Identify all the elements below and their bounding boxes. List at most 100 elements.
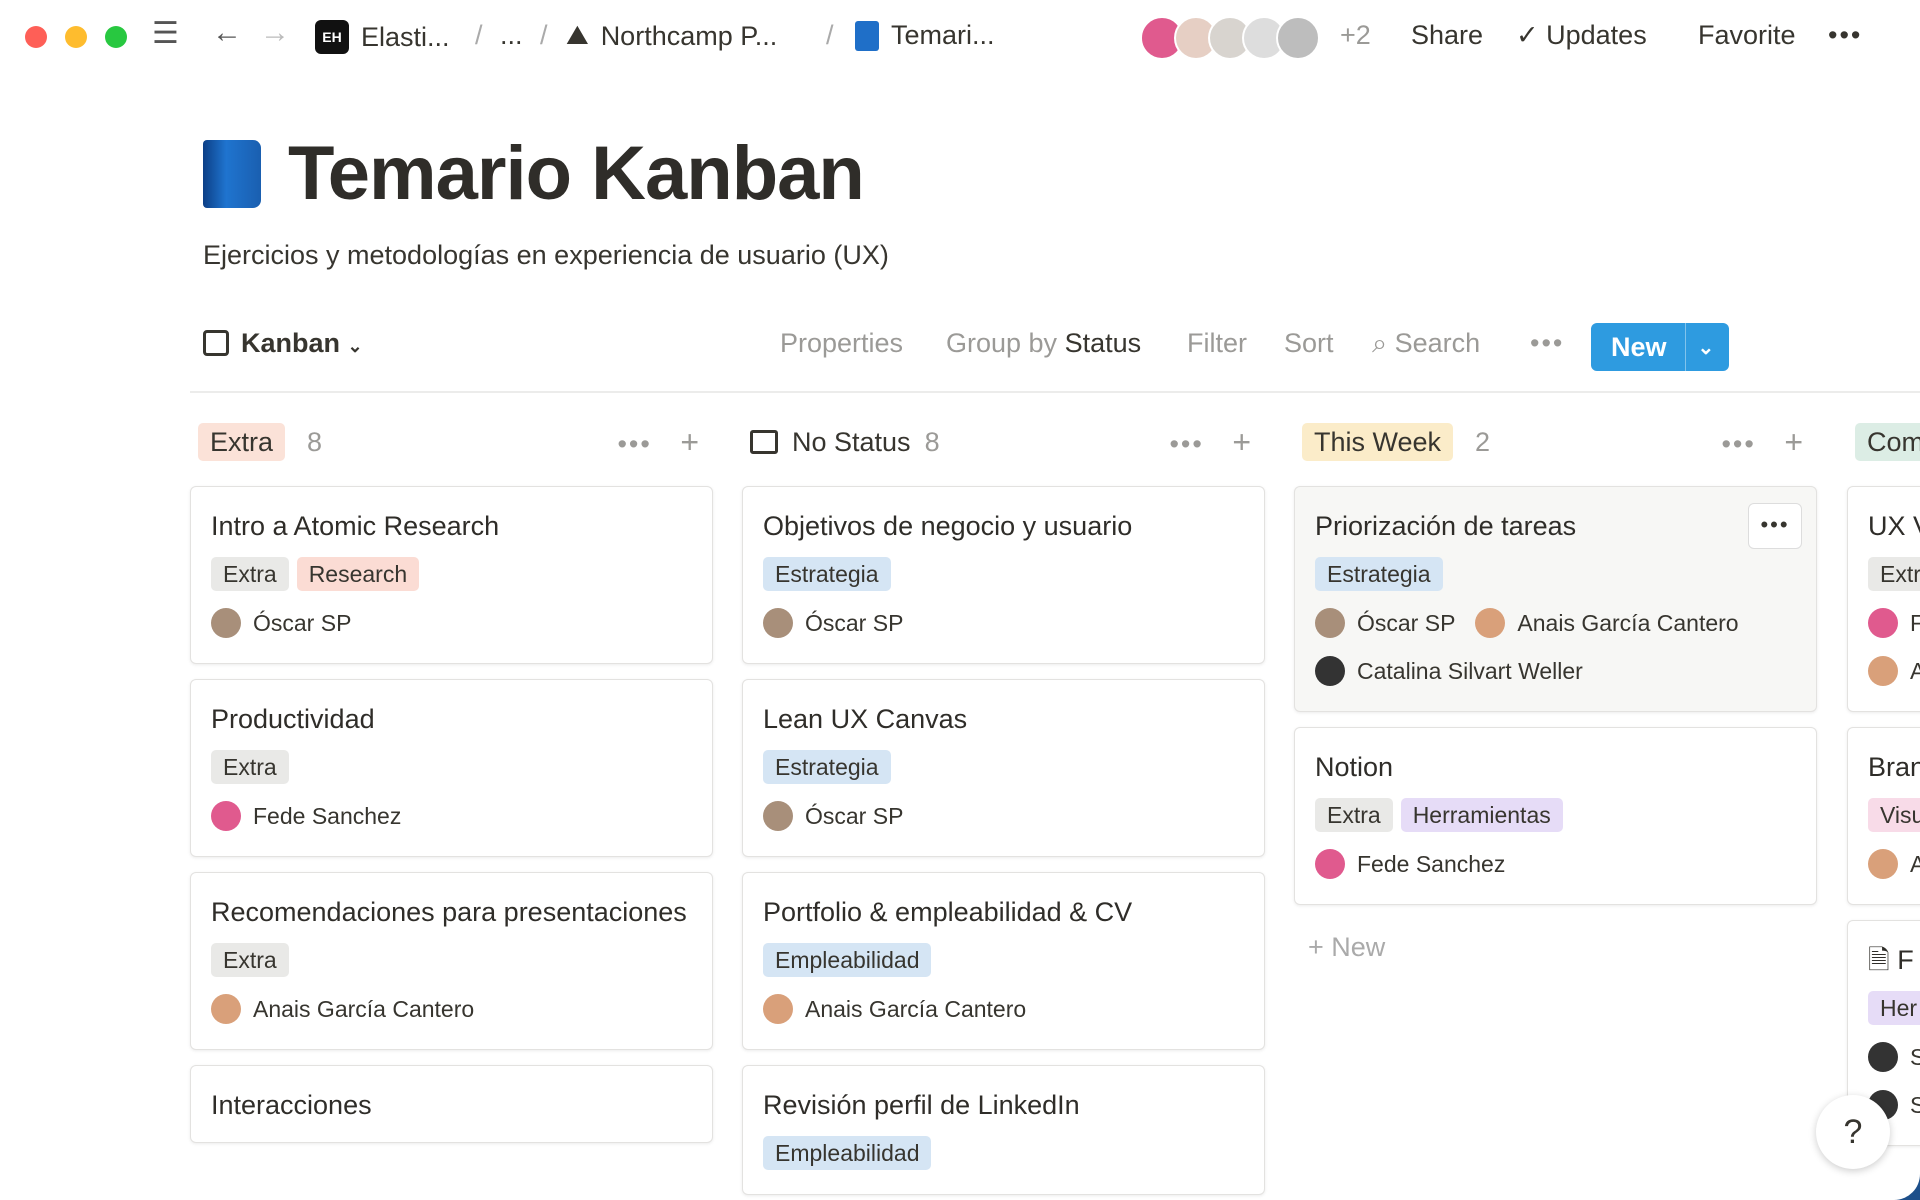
- people-row: Óscar SP Anais García Cantero: [1315, 599, 1796, 647]
- breadcrumb-workspace[interactable]: EH Elasti...: [315, 20, 450, 54]
- card-title-text: Interacciones: [211, 1090, 372, 1120]
- card[interactable]: Bran Visu A: [1847, 727, 1920, 905]
- help-button[interactable]: ?: [1816, 1095, 1890, 1169]
- favorite-button[interactable]: Favorite: [1698, 20, 1796, 50]
- person: Óscar SP: [211, 608, 351, 638]
- more-icon[interactable]: •••: [1721, 428, 1756, 459]
- menu-icon[interactable]: ☰: [152, 17, 179, 50]
- collaborator-avatars[interactable]: [1140, 16, 1320, 60]
- column-title[interactable]: No Status: [792, 426, 911, 457]
- column-header: No Status 8 ••• +: [742, 420, 1265, 464]
- card[interactable]: Objetivos de negocio y usuario Estrategia…: [742, 486, 1265, 664]
- card[interactable]: Portfolio & empleabilidad & CV Empleabili…: [742, 872, 1265, 1050]
- add-icon[interactable]: +: [1232, 423, 1253, 460]
- card-title: Objetivos de negocio y usuario: [763, 505, 1244, 547]
- breadcrumb-current[interactable]: Temari...: [855, 20, 995, 51]
- search-button[interactable]: ⌕ Search: [1372, 328, 1480, 360]
- more-options-icon[interactable]: •••: [1828, 20, 1863, 50]
- avatar: [1868, 656, 1898, 686]
- breadcrumb-northcamp[interactable]: ⛰ Northcamp P...: [566, 20, 777, 52]
- add-new-card-button[interactable]: + New: [1294, 920, 1817, 975]
- forward-arrow-icon[interactable]: →: [260, 16, 290, 49]
- breadcrumb-separator: /: [826, 20, 834, 50]
- card[interactable]: Intro a Atomic Research Extra Research Ósca…: [190, 486, 713, 664]
- person: Catalina Silvart Weller: [1315, 656, 1583, 686]
- book-icon[interactable]: [203, 140, 261, 208]
- column-title[interactable]: Com: [1855, 423, 1920, 461]
- card[interactable]: ••• Priorización de tareas Estrategia Óscar…: [1294, 486, 1817, 712]
- person-name: Anais García Cantero: [1517, 609, 1739, 636]
- column-title[interactable]: This Week: [1302, 423, 1454, 461]
- person-name: Catalina Silvart Weller: [1357, 657, 1583, 684]
- person: Óscar SP: [763, 608, 903, 638]
- card-title-text: Lean UX Canvas: [763, 704, 968, 734]
- column-header: This Week 2 ••• +: [1294, 420, 1817, 464]
- updates-button[interactable]: ✓ Updates: [1516, 20, 1647, 51]
- card-more-icon[interactable]: •••: [1748, 503, 1802, 549]
- people-row: Óscar SP: [763, 792, 1244, 840]
- card-tags: Empleabilidad: [763, 1136, 1244, 1170]
- page-title[interactable]: Temario Kanban: [288, 131, 865, 216]
- check-icon: ✓: [1516, 20, 1547, 50]
- breadcrumb-separator: /: [475, 20, 483, 50]
- new-button[interactable]: New: [1611, 331, 1667, 362]
- card[interactable]: Revisión perfil de LinkedIn Empleabilidad: [742, 1065, 1265, 1195]
- view-switcher[interactable]: Kanban ⌄: [203, 328, 363, 359]
- card-title: Revisión perfil de LinkedIn: [763, 1084, 1244, 1126]
- more-icon[interactable]: •••: [1169, 428, 1204, 459]
- card-title: UX V: [1868, 505, 1920, 547]
- card-title: Lean UX Canvas: [763, 698, 1244, 740]
- card-title-text: Recomendaciones para presentaciones: [211, 897, 687, 927]
- tag: Estrategia: [763, 557, 891, 591]
- card-title-text: Bran: [1868, 752, 1920, 782]
- minimize-window-button[interactable]: [65, 26, 87, 48]
- more-view-options-icon[interactable]: •••: [1530, 328, 1565, 358]
- column-title[interactable]: Extra: [198, 423, 286, 461]
- breadcrumb-ellipsis[interactable]: ...: [500, 20, 523, 50]
- extra-users-count[interactable]: +2: [1340, 20, 1371, 50]
- card[interactable]: Lean UX Canvas Estrategia Óscar SP: [742, 679, 1265, 857]
- board-column: No Status 8 ••• + Objetivos de negocio y us…: [742, 420, 1265, 1200]
- card[interactable]: Notion Extra Herramientas Fede Sanchez: [1294, 727, 1817, 905]
- share-button[interactable]: Share: [1411, 20, 1484, 50]
- people-row: Óscar SP: [211, 599, 692, 647]
- card[interactable]: Interacciones: [190, 1065, 713, 1143]
- card[interactable]: UX V Extr FA: [1847, 486, 1920, 712]
- card-tags: Extra: [211, 943, 692, 977]
- person-name: A: [1910, 657, 1920, 684]
- page-description[interactable]: Ejercicios y metodologías en experiencia…: [203, 240, 889, 270]
- maximize-window-button[interactable]: [105, 26, 127, 48]
- people-row: F: [1868, 599, 1920, 647]
- person-name: Fede Sanchez: [253, 802, 402, 829]
- workspace-logo: EH: [315, 20, 349, 54]
- board-column: This Week 2 ••• + ••• Priorización de tareas…: [1294, 420, 1817, 975]
- group-by-value: Status: [1064, 328, 1142, 358]
- card[interactable]: Productividad Extra Fede Sanchez: [190, 679, 713, 857]
- more-icon[interactable]: •••: [617, 428, 652, 459]
- card-title: Portfolio & empleabilidad & CV: [763, 891, 1244, 933]
- add-icon[interactable]: +: [1784, 423, 1805, 460]
- tag: Her: [1868, 991, 1920, 1025]
- person: Óscar SP: [763, 801, 903, 831]
- card-title: Priorización de tareas: [1315, 505, 1796, 547]
- column-actions: ••• +: [1721, 424, 1805, 461]
- close-window-button[interactable]: [25, 26, 47, 48]
- person-name: S: [1910, 1043, 1920, 1070]
- avatar: [763, 994, 793, 1024]
- back-arrow-icon[interactable]: ←: [212, 16, 242, 49]
- board-column: Extra 8 ••• + Intro a Atomic Research Extra R…: [190, 420, 713, 1158]
- person: Anais García Cantero: [1475, 608, 1739, 638]
- card-title-text: Objetivos de negocio y usuario: [763, 511, 1133, 541]
- tag: Extra: [211, 943, 289, 977]
- sort-button[interactable]: Sort: [1284, 328, 1334, 358]
- add-icon[interactable]: +: [680, 423, 701, 460]
- filter-button[interactable]: Filter: [1187, 328, 1247, 358]
- avatar: [211, 994, 241, 1024]
- group-by-button[interactable]: Group by Status: [946, 328, 1141, 359]
- new-dropdown-chevron-icon[interactable]: ⌄: [1684, 323, 1727, 371]
- avatar: [1315, 656, 1345, 686]
- column-count: 8: [924, 426, 940, 457]
- properties-button[interactable]: Properties: [780, 328, 904, 358]
- card[interactable]: Recomendaciones para presentaciones Extra…: [190, 872, 713, 1050]
- search-label: Search: [1394, 328, 1481, 358]
